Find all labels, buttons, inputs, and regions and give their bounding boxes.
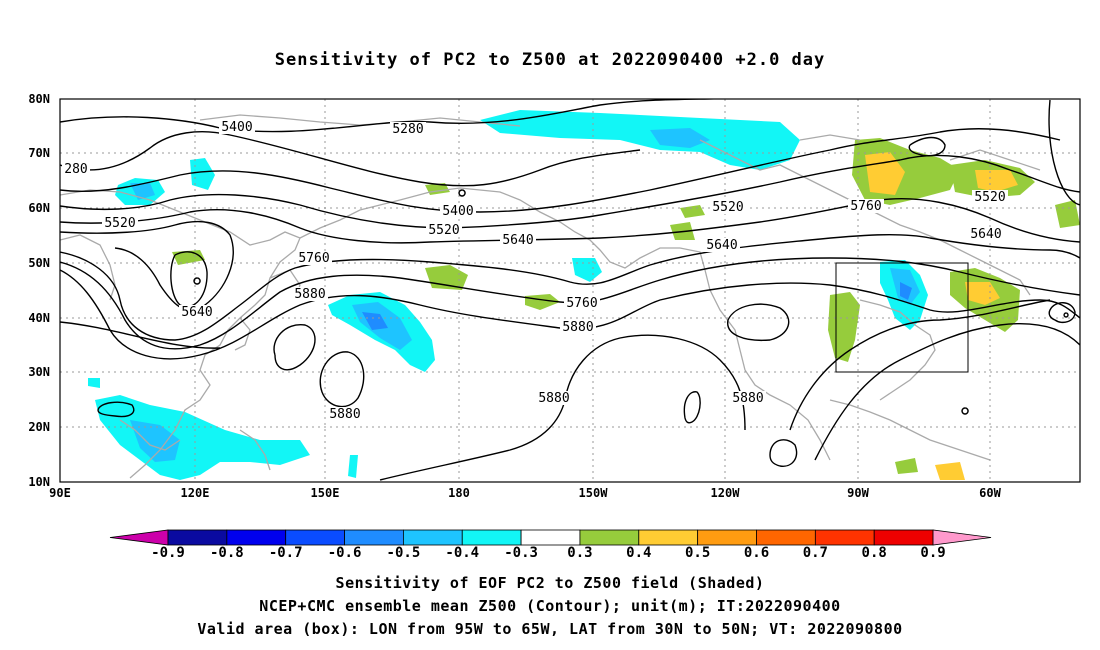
lon-tick-label: 90E (49, 486, 71, 500)
colorbar-label: 0.8 (862, 545, 887, 561)
contour-label-bg (500, 233, 536, 247)
contour-label-bg (730, 391, 766, 405)
colorbar-label: 0.9 (920, 545, 945, 561)
colorbar-cell (873, 529, 934, 546)
colorbar-cell (520, 529, 581, 546)
colorbar-cell (579, 529, 640, 546)
contour-label-bg (848, 199, 884, 213)
contour-label-bg (710, 200, 746, 214)
colorbar-cell (167, 529, 228, 546)
contour-label-bg (968, 227, 1004, 241)
chart-title: Sensitivity of PC2 to Z500 at 2022090400… (274, 50, 826, 70)
contour-label-bg (536, 391, 572, 405)
lon-tick-label: 150W (579, 486, 609, 500)
contour-label: 5520 (104, 216, 135, 231)
lat-tick-label: 10N (28, 475, 50, 489)
lon-tick-label: 150E (311, 486, 340, 500)
contour-label-bg (296, 251, 332, 265)
map-frame (59, 98, 1081, 483)
sensitivity-shading (88, 110, 1080, 480)
caption-valid-area: Valid area (box): LON from 95W to 65W, L… (197, 620, 903, 638)
contour-label: 5760 (566, 296, 597, 311)
lat-tick-label: 70N (28, 146, 50, 160)
contour-label: 5880 (732, 391, 763, 406)
colorbar-label: -0.5 (387, 545, 421, 561)
contour-label: 5880 (329, 407, 360, 422)
lat-tick-label: 80N (28, 92, 50, 106)
lon-tick-label: 120W (711, 486, 741, 500)
contour-label-bg (560, 320, 596, 334)
colorbar-cell (461, 529, 522, 546)
colorbar-label: -0.3 (504, 545, 538, 561)
lat-lon-grid (60, 99, 1080, 482)
contour-label-bg (426, 223, 462, 237)
caption-contour: NCEP+CMC ensemble mean Z500 (Contour); u… (259, 597, 841, 615)
contour-label: 280 (64, 162, 87, 177)
contour-label: 5640 (706, 238, 737, 253)
contour-label: 5520 (974, 190, 1005, 205)
contour-label-bg (102, 216, 138, 230)
contour-label-bg (972, 190, 1008, 204)
colorbar-max-triangle (932, 529, 992, 546)
contour-label: 5400 (221, 120, 252, 135)
contour-label-bg (440, 204, 476, 218)
z500-contours (60, 99, 1080, 481)
colorbar-label: -0.9 (151, 545, 185, 561)
contour-label: 5880 (294, 287, 325, 302)
contour-label: 5400 (442, 204, 473, 219)
lon-tick-label: 90W (847, 486, 869, 500)
contour-label: 5520 (712, 200, 743, 215)
lat-tick-label: 20N (28, 420, 50, 434)
contour-label-bg (179, 305, 215, 319)
colorbar-label: 0.4 (626, 545, 651, 561)
colorbar-label: 0.5 (685, 545, 710, 561)
lat-tick-label: 30N (28, 365, 50, 379)
colorbar-label: -0.8 (210, 545, 244, 561)
contour-label: 5640 (181, 305, 212, 320)
colorbar (109, 529, 992, 546)
colorbar-label: 0.7 (803, 545, 828, 561)
colorbar-min-triangle (109, 529, 169, 546)
contour-label: 5760 (298, 251, 329, 266)
contour-label: 5880 (538, 391, 569, 406)
contour-label: 5280 (392, 122, 423, 137)
contour-label: 5760 (850, 199, 881, 214)
contour-label-bg (219, 120, 255, 134)
lat-tick-label: 50N (28, 256, 50, 270)
coastlines (60, 114, 1041, 479)
contour-label-bg (327, 407, 363, 421)
contour-label-bg (62, 162, 90, 176)
contour-label: 5520 (428, 223, 459, 238)
colorbar-cell (344, 529, 404, 546)
colorbar-label: -0.7 (269, 545, 303, 561)
caption-shading: Sensitivity of EOF PC2 to Z500 field (Sh… (335, 574, 765, 592)
contour-label-bg (564, 296, 600, 310)
contour-label: 5640 (502, 233, 533, 248)
lat-tick-label: 40N (28, 311, 50, 325)
contour-label-bg (390, 122, 426, 136)
colorbar-cell (814, 529, 875, 546)
lat-tick-label: 60N (28, 201, 50, 215)
contour-label: 5880 (562, 320, 593, 335)
colorbar-label: -0.4 (445, 545, 479, 561)
lon-tick-label: 60W (979, 486, 1001, 500)
contour-label: 5640 (970, 227, 1001, 242)
colorbar-cell (697, 529, 757, 546)
colorbar-label: -0.6 (328, 545, 362, 561)
lon-tick-label: 180 (448, 486, 470, 500)
contour-label-bg (292, 287, 328, 301)
valid-area-box (835, 262, 969, 373)
colorbar-cell (402, 529, 463, 546)
colorbar-cell (756, 529, 816, 546)
colorbar-label: 0.3 (567, 545, 592, 561)
colorbar-cell (638, 529, 699, 546)
contour-label-bg (704, 238, 740, 252)
colorbar-cell (285, 529, 345, 546)
lon-tick-label: 120E (181, 486, 210, 500)
colorbar-cell (226, 529, 287, 546)
colorbar-label: 0.6 (744, 545, 769, 561)
